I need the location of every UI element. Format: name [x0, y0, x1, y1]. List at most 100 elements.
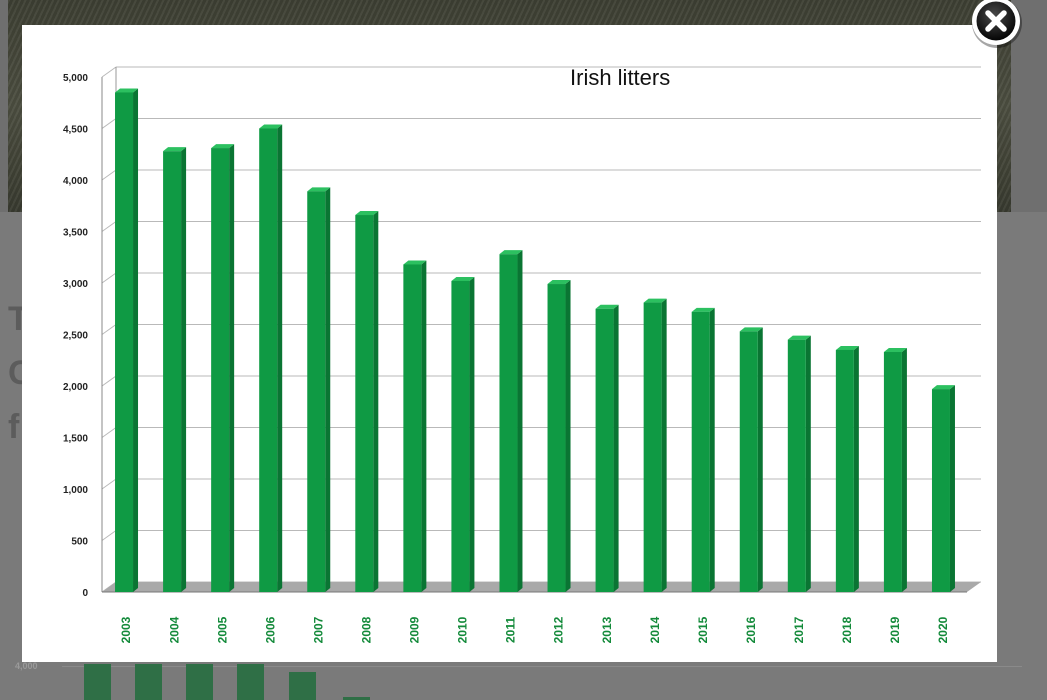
- bar-top: [787, 335, 811, 340]
- x-tick-label: 2013: [600, 616, 614, 643]
- bar-side: [709, 307, 715, 592]
- bar: [307, 191, 326, 592]
- close-icon: [972, 0, 1022, 48]
- x-tick-label: 2012: [552, 616, 566, 643]
- bar: [595, 308, 614, 592]
- chart-title: Irish litters: [570, 65, 671, 90]
- bar-side: [325, 187, 331, 592]
- y-tick-label: 3,000: [63, 279, 88, 290]
- x-tick-label: 2003: [119, 616, 133, 643]
- bar-side: [613, 304, 619, 592]
- close-button[interactable]: [968, 0, 1026, 52]
- bar-top: [499, 250, 523, 255]
- bar-side: [133, 88, 139, 592]
- background-gridline: [62, 666, 1022, 667]
- bar-top: [403, 260, 427, 265]
- bar-side: [277, 124, 283, 592]
- bar-side: [757, 327, 763, 592]
- lightbox-modal: 0 500 1,000 1,500 2,000 2,500 3,000 3,500 4,000 4…: [22, 25, 997, 662]
- bar-side: [373, 211, 379, 592]
- bar-top: [931, 385, 955, 390]
- bar-top: [595, 304, 619, 309]
- x-tick-label: 2010: [456, 616, 470, 643]
- bar-side: [229, 144, 235, 592]
- background-chart-bar: [186, 664, 213, 700]
- gridline-depth: [101, 530, 117, 541]
- gridline-depth: [101, 375, 117, 387]
- gridline-depth: [101, 272, 117, 284]
- bar-top: [211, 144, 235, 149]
- x-tick-label: 2005: [215, 616, 229, 643]
- bar-top: [355, 211, 379, 216]
- x-tick-label: 2009: [408, 616, 422, 643]
- bar: [739, 331, 758, 592]
- gridline-depth: [101, 118, 117, 129]
- gridline-depth: [101, 427, 117, 438]
- gridline-depth: [101, 169, 117, 181]
- bar: [115, 92, 134, 592]
- x-tick-label: 2018: [840, 616, 854, 643]
- bar-side: [805, 335, 811, 592]
- bar-side: [181, 147, 187, 592]
- bar-top: [739, 327, 763, 332]
- x-tick-label: 2007: [311, 616, 325, 643]
- y-tick-label: 4,000: [63, 176, 88, 187]
- bar-side: [949, 385, 955, 592]
- bar: [787, 339, 806, 592]
- gridline-depth: [101, 324, 117, 335]
- background-chart-bar: [135, 664, 162, 700]
- y-tick-label: 2,000: [63, 382, 88, 393]
- bar-top: [643, 298, 667, 303]
- bar: [163, 151, 182, 592]
- x-tick-label: 2015: [696, 616, 710, 643]
- bar-top: [451, 276, 475, 281]
- bar-top: [835, 345, 859, 350]
- bar-top: [307, 187, 331, 192]
- bar-side: [853, 345, 859, 592]
- bar: [547, 284, 566, 592]
- background-chart-tick: 4,000: [15, 661, 38, 671]
- bar: [499, 254, 518, 592]
- x-tick-label: 2004: [167, 616, 181, 643]
- bar-side: [565, 280, 571, 592]
- y-tick-label: 2,500: [63, 331, 88, 342]
- bar-top: [115, 88, 139, 93]
- x-tick-label: 2006: [263, 616, 277, 643]
- bar: [931, 389, 950, 592]
- bar: [883, 352, 902, 592]
- x-tick-label: 2011: [504, 617, 518, 643]
- bar: [403, 264, 422, 592]
- y-tick-label: 4,500: [63, 125, 88, 136]
- chart: 0 500 1,000 1,500 2,000 2,500 3,000 3,500 4,000 4…: [63, 66, 981, 643]
- bar: [355, 215, 374, 592]
- y-tick-label: 1,500: [63, 434, 88, 445]
- bar-side: [469, 276, 475, 592]
- bar-side: [661, 298, 667, 592]
- gridline-depth: [101, 478, 117, 490]
- bar: [259, 128, 278, 592]
- x-tick-label: 2016: [744, 616, 758, 643]
- x-tick-label: 2020: [936, 616, 950, 643]
- bar-top: [883, 348, 907, 353]
- x-tick-label: 2017: [792, 616, 806, 643]
- x-tick-label: 2008: [359, 616, 373, 643]
- background-chart-bar: [237, 664, 264, 700]
- bar-side: [517, 250, 523, 592]
- y-tick-label: 500: [71, 537, 88, 548]
- y-tick-label: 1,000: [63, 485, 88, 496]
- gridline-depth: [101, 221, 117, 232]
- bar-side: [421, 260, 427, 592]
- bar: [451, 280, 470, 592]
- background-chart-bar: [84, 664, 111, 700]
- bar: [643, 302, 662, 592]
- y-tick-label: 3,500: [63, 228, 88, 239]
- gridline-depth: [101, 66, 117, 78]
- bar-side: [901, 348, 907, 592]
- background-heading-letter: f: [8, 408, 20, 446]
- x-tick-label: 2019: [888, 616, 902, 643]
- bar-top: [547, 280, 571, 285]
- y-tick-label: 5,000: [63, 73, 88, 84]
- background-chart-bar: [289, 672, 316, 700]
- x-tick-label: 2014: [648, 616, 662, 643]
- bar-top: [691, 307, 715, 312]
